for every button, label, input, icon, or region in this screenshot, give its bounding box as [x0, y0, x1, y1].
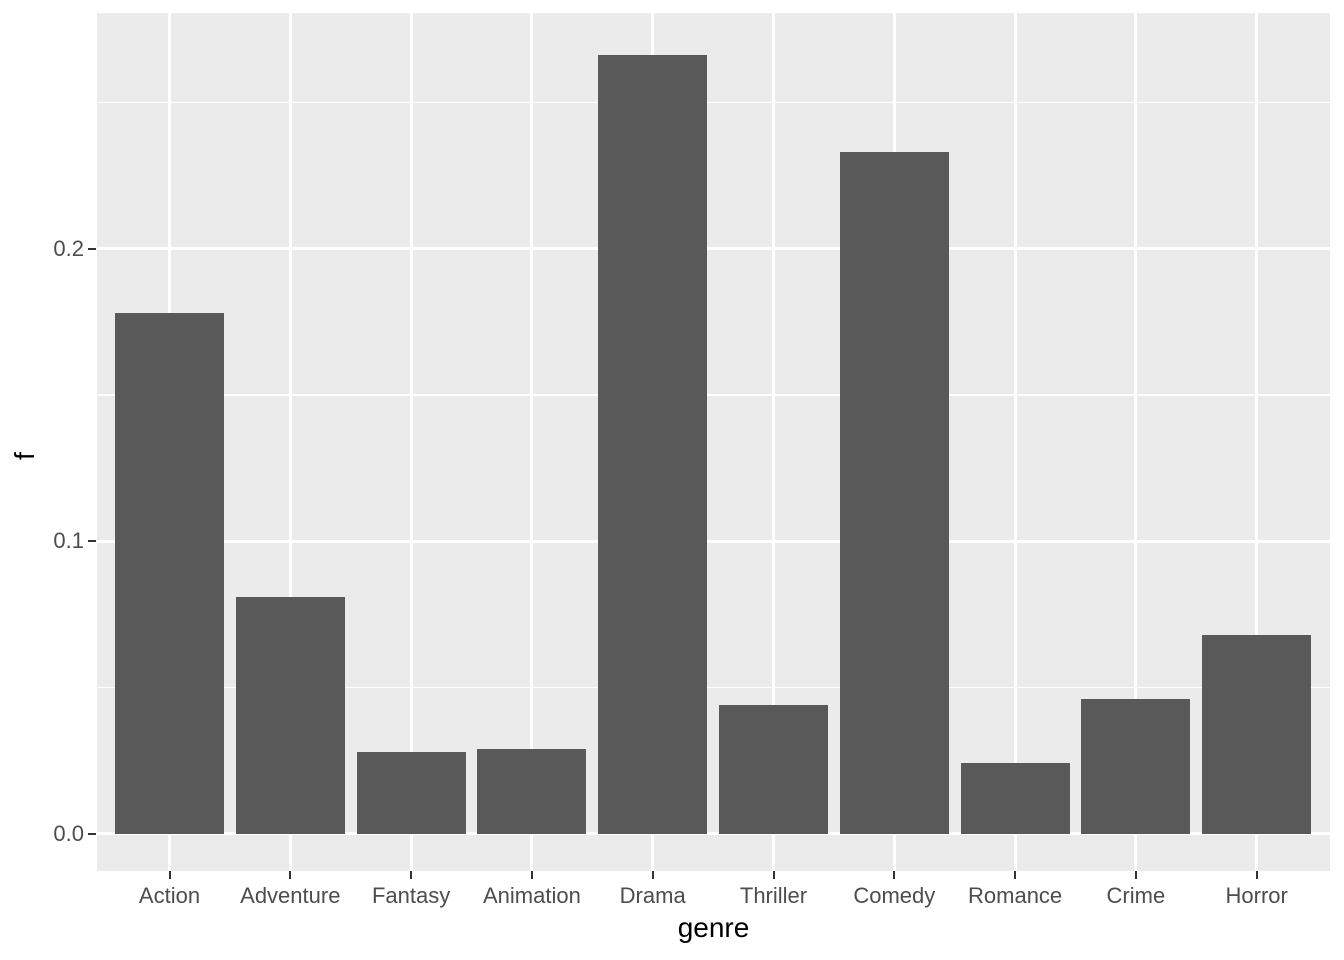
- y-tick-mark: [88, 247, 96, 250]
- plot-panel: [97, 13, 1330, 871]
- x-tick-mark: [289, 871, 292, 879]
- major-gridline-vertical: [1255, 13, 1259, 871]
- major-gridline-horizontal: [97, 832, 1330, 835]
- x-tick-mark: [893, 871, 896, 879]
- x-tick-label-comedy: Comedy: [853, 883, 936, 908]
- minor-gridline-horizontal: [97, 686, 1330, 688]
- x-tick-mark: [410, 871, 413, 879]
- major-gridline-vertical: [409, 13, 413, 871]
- y-axis-title: f: [9, 452, 40, 460]
- major-gridline-vertical: [1013, 13, 1017, 871]
- x-tick-mark: [168, 871, 171, 879]
- x-tick-label-fantasy: Fantasy: [371, 883, 451, 908]
- x-tick-mark: [772, 871, 775, 879]
- x-tick-mark: [1255, 871, 1258, 879]
- major-gridline-vertical: [772, 13, 775, 871]
- bar-horror: [1202, 634, 1312, 834]
- bar-crime: [1081, 698, 1191, 834]
- major-gridline-vertical: [1134, 13, 1138, 871]
- x-tick-mark: [1014, 871, 1017, 879]
- x-tick-label-animation: Animation: [482, 883, 581, 908]
- major-gridline-vertical: [530, 13, 534, 871]
- x-tick-mark: [530, 871, 533, 879]
- x-tick-label-romance: Romance: [968, 883, 1063, 908]
- bar-thriller: [719, 704, 828, 834]
- y-tick-label-0.1: 0.1: [53, 528, 84, 553]
- x-tick-label-thriller: Thriller: [739, 883, 808, 908]
- x-tick-label-adventure: Adventure: [240, 883, 341, 908]
- major-gridline-horizontal: [97, 247, 1330, 250]
- x-tick-mark: [651, 871, 654, 879]
- x-tick-label-horror: Horror: [1225, 883, 1288, 908]
- y-tick-label-0.0: 0.0: [53, 820, 84, 846]
- x-axis-title: genre: [677, 912, 750, 943]
- x-tick-label-drama: Drama: [619, 883, 686, 908]
- y-tick-mark: [88, 540, 96, 542]
- bar-adventure: [235, 596, 345, 834]
- bar-fantasy: [356, 751, 466, 834]
- x-tick-mark: [1134, 871, 1137, 879]
- x-tick-label-crime: Crime: [1106, 883, 1166, 908]
- bar-drama: [598, 55, 708, 834]
- y-tick-label-0.2: 0.2: [53, 235, 84, 261]
- minor-gridline-horizontal: [97, 101, 1330, 103]
- x-tick-label-action: Action: [138, 883, 201, 908]
- bar-romance: [960, 763, 1070, 834]
- bar-comedy: [839, 151, 949, 834]
- bar-animation: [477, 748, 587, 834]
- y-tick-mark: [88, 832, 96, 835]
- bar-action: [115, 312, 224, 834]
- major-gridline-vertical: [288, 13, 292, 871]
- minor-gridline-horizontal: [97, 394, 1330, 396]
- major-gridline-horizontal: [97, 539, 1330, 543]
